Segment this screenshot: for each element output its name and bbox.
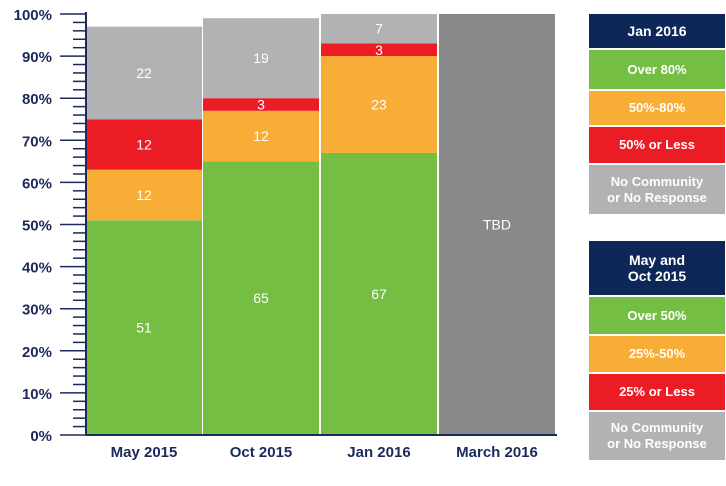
- bar-label: 3: [257, 97, 265, 113]
- legend-item-50-or-less: 50% or Less: [589, 127, 725, 165]
- bar-label: 65: [253, 290, 269, 306]
- y-tick-label: 80%: [22, 91, 52, 108]
- bar-segment-gray: [321, 14, 437, 44]
- bar-segment-green: [321, 152, 437, 435]
- legend-title: May and Oct 2015: [589, 241, 725, 297]
- bar-segment-red: [203, 98, 319, 111]
- legend-item-no-community: No Community or No Response: [589, 412, 725, 460]
- stacked-bar-chart: 51 12 12 22 65 12 3 19 67 23 3 7 TBD 0% 10% 20% 30% 40% 50…: [14, 7, 557, 461]
- bar-segment-orange: [321, 56, 437, 153]
- bar-label: 19: [253, 50, 269, 66]
- y-tick-label: 10%: [22, 386, 52, 403]
- y-tick-label: 30%: [22, 302, 52, 319]
- bar-segment-orange: [86, 169, 202, 221]
- x-tick-label: Oct 2015: [230, 444, 293, 461]
- bar-label: 7: [375, 21, 383, 37]
- bar-tbd: [439, 14, 555, 435]
- bar-label: 51: [136, 320, 152, 336]
- bar-segment-red: [86, 119, 202, 170]
- bar-label: 12: [136, 137, 152, 153]
- legend-jan-2016: Jan 2016 Over 80% 50%-80% 50% or Less No…: [589, 14, 725, 214]
- bar-segment-gray: [203, 18, 319, 99]
- legend-item-no-community: No Community or No Response: [589, 165, 725, 214]
- y-tick-label: 70%: [22, 133, 52, 150]
- x-tick-label: May 2015: [111, 444, 178, 461]
- bar-label: TBD: [483, 217, 511, 233]
- legend-item-25-or-less: 25% or Less: [589, 374, 725, 412]
- y-tick-label: 90%: [22, 49, 52, 66]
- legend-may-oct-2015: May and Oct 2015 Over 50% 25%-50% 25% or…: [589, 241, 725, 460]
- bar-label: 12: [253, 128, 269, 144]
- legend-item-over-80: Over 80%: [589, 50, 725, 91]
- bar-segment-green: [86, 220, 202, 435]
- y-tick-label: 50%: [22, 218, 52, 235]
- bar-label: 23: [371, 97, 387, 113]
- y-tick-label: 60%: [22, 175, 52, 192]
- bar-label: 22: [136, 65, 152, 81]
- bar-label: 67: [371, 286, 387, 302]
- legend-item-over-50: Over 50%: [589, 297, 725, 336]
- x-tick-label: Jan 2016: [347, 444, 410, 461]
- y-tick-label: 0%: [30, 428, 52, 445]
- bar-segment-red: [321, 43, 437, 57]
- legend-item-50-80: 50%-80%: [589, 91, 725, 127]
- bar-segment-gray: [86, 26, 202, 120]
- y-tick-label: 20%: [22, 344, 52, 361]
- x-tick-label: March 2016: [456, 444, 538, 461]
- bar-segment-green: [203, 161, 319, 435]
- bar-label: 3: [375, 42, 383, 58]
- legend-title: Jan 2016: [589, 14, 725, 50]
- bar-segment-orange: [203, 110, 319, 162]
- y-tick-label: 40%: [22, 260, 52, 277]
- bar-label: 12: [136, 187, 152, 203]
- y-tick-label: 100%: [14, 7, 52, 24]
- legend-item-25-50: 25%-50%: [589, 336, 725, 374]
